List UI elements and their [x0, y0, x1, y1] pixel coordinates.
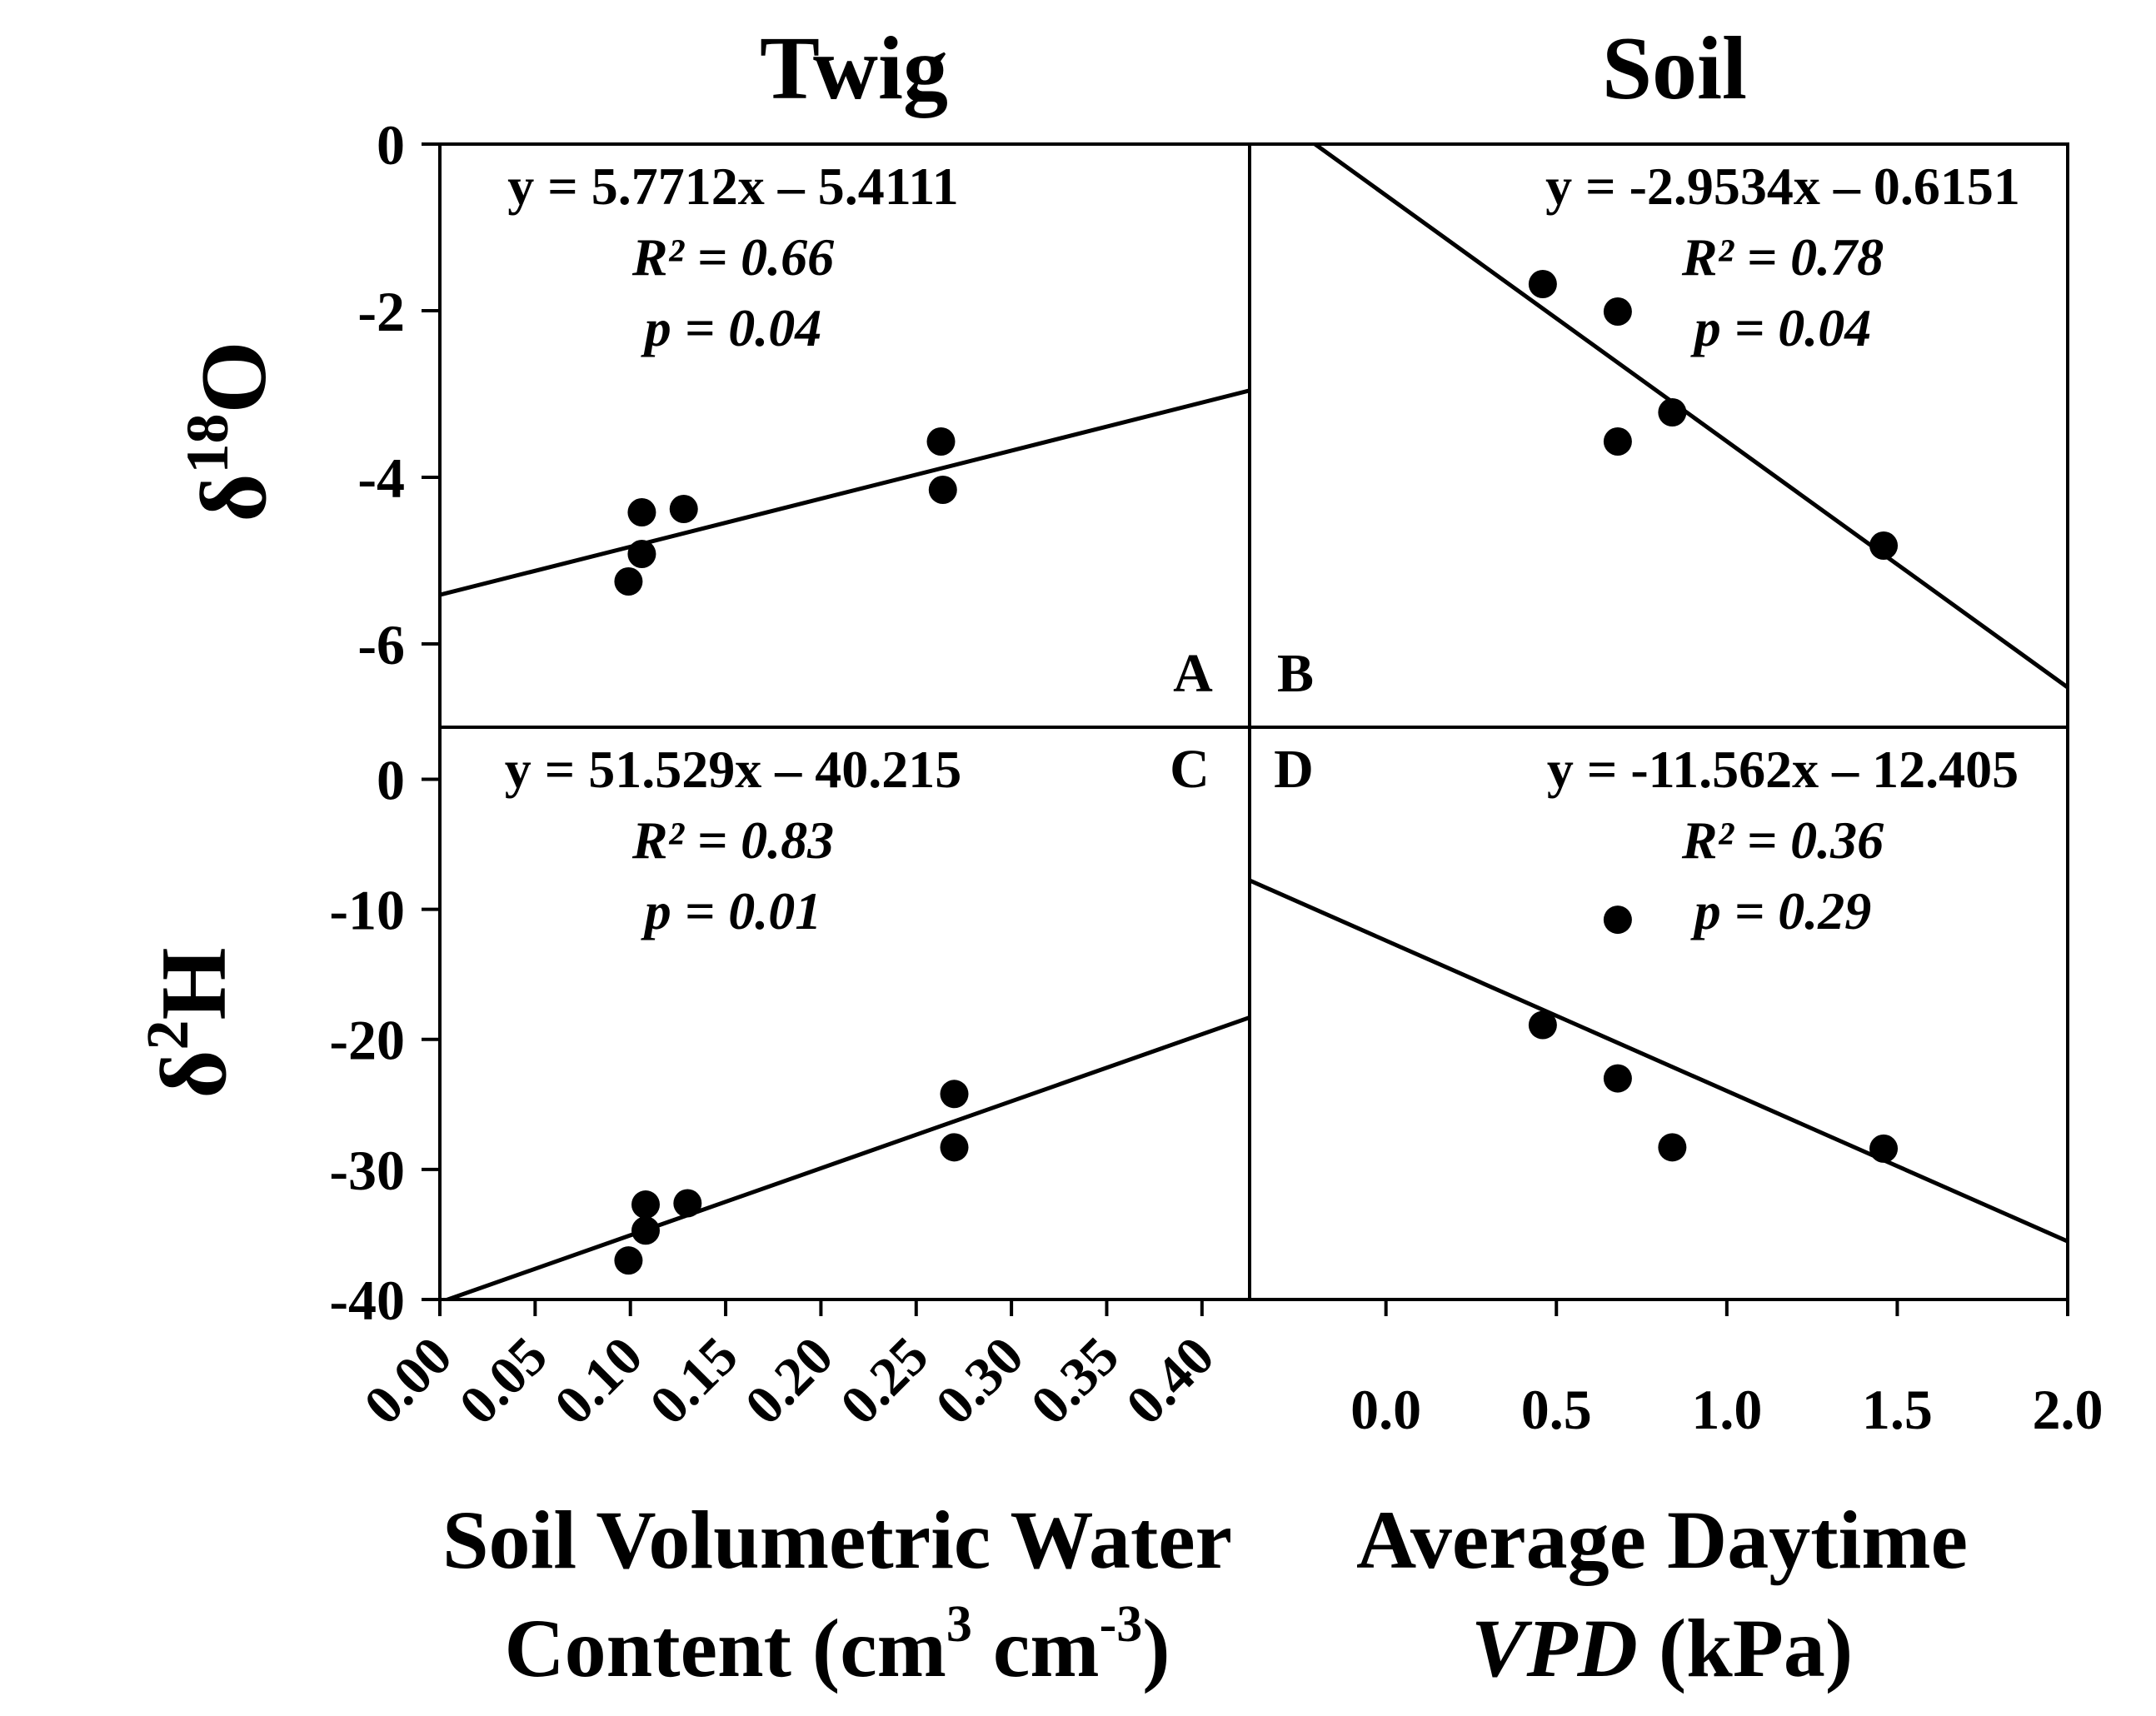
p-value-label: p = 0.29 — [1690, 881, 1871, 940]
col-title-soil: Soil — [1602, 19, 1747, 118]
data-point — [627, 540, 656, 568]
data-point — [1658, 398, 1687, 427]
regression-equation: y = 51.529x – 40.215 — [505, 740, 961, 799]
data-point — [673, 1189, 702, 1218]
panel-letter: A — [1173, 643, 1213, 704]
data-point — [928, 476, 957, 504]
data-point — [669, 495, 698, 523]
ylabel-d2h-elem: H — [142, 947, 246, 1020]
data-point — [1603, 905, 1632, 935]
data-point — [614, 567, 643, 596]
data-point — [627, 498, 656, 526]
regression-equation: y = 5.7712x – 5.4111 — [507, 157, 958, 216]
ylabel-d2h-delta: δ — [142, 1050, 246, 1098]
panel-c: 0-10-20-30-400.000.050.100.150.200.250.3… — [329, 726, 1251, 1436]
xlabel-swc-line1: Soil Volumetric Water — [442, 1494, 1232, 1586]
xtick-label: 1.0 — [1691, 1378, 1762, 1441]
ytick-label: -6 — [357, 613, 405, 676]
regression-line — [442, 1015, 1250, 1299]
data-point — [614, 1246, 643, 1275]
xtick-label: 2.0 — [2033, 1378, 2104, 1441]
xtick-label: 0.00 — [352, 1325, 463, 1436]
data-point — [940, 1080, 969, 1109]
xlabel-vpd-line2: VPD (kPa) — [1471, 1602, 1853, 1694]
r-squared-label: R² = 0.78 — [1681, 227, 1884, 287]
xtick-label: 1.5 — [1862, 1378, 1933, 1441]
xtick-label: 0.35 — [1020, 1325, 1130, 1436]
panel-d: 0.0 0.5 1.0 1.5 2.0 y = -11.562x – 12.405 R² =… — [1248, 726, 2104, 1441]
p-value-label: p = 0.01 — [641, 881, 821, 940]
panel-a: 0 -2 -4 -6 y = 5.7712x – 5.4111 R² = 0.66 p = … — [357, 113, 1251, 729]
panel-frame-a — [438, 142, 1251, 729]
xtick-label: 0.10 — [543, 1325, 654, 1436]
r-squared-label: R² = 0.36 — [1681, 811, 1884, 870]
ylabel-d18o-delta: δ — [182, 473, 286, 521]
ylabel-d2h: δ2H — [134, 947, 246, 1098]
ylabel-d18o-elem: O — [182, 341, 286, 413]
xtick-label: 0.40 — [1115, 1325, 1225, 1436]
ytick-label: -30 — [329, 1139, 405, 1202]
panel-letter: D — [1274, 739, 1314, 800]
ytick-label: -20 — [329, 1009, 405, 1072]
panel-letter: B — [1277, 643, 1314, 704]
xtick-label: 0.05 — [448, 1325, 559, 1436]
xtick-label: 0.25 — [829, 1325, 940, 1436]
data-point — [1869, 531, 1899, 560]
xlabel-swc-line2: Content (cm3 cm-3) — [504, 1596, 1170, 1694]
r-squared-label: R² = 0.83 — [631, 811, 834, 870]
ytick-label: -4 — [357, 446, 405, 510]
ytick-label: 0 — [377, 748, 405, 811]
data-point — [1528, 1010, 1557, 1040]
data-point — [1603, 427, 1632, 456]
regression-line — [1250, 878, 2068, 1244]
xlabel-vpd-ital: VPD — [1471, 1602, 1638, 1694]
data-point — [1603, 297, 1632, 326]
data-point — [940, 1133, 969, 1162]
data-point — [1528, 270, 1557, 298]
ytick-label: -40 — [329, 1269, 405, 1332]
panel-frame-c — [438, 726, 1251, 1301]
xlabel-vpd-line1: Average Daytime — [1356, 1494, 1968, 1586]
regression-equation: y = -11.562x – 12.405 — [1547, 740, 2019, 799]
ytick-label: -10 — [329, 879, 405, 942]
ytick-label: -2 — [357, 280, 405, 343]
ytick-label: 0 — [377, 113, 405, 177]
data-point — [926, 427, 956, 456]
p-value-label: p = 0.04 — [641, 298, 821, 357]
xlabel-swc-sup1: 3 — [946, 1596, 972, 1653]
r-squared-label: R² = 0.66 — [631, 227, 834, 287]
data-point — [631, 1216, 661, 1245]
panel-frame-b — [1248, 142, 2069, 729]
panel-b: y = -2.9534x – 0.6151 R² = 0.78 p = 0.04 B — [1248, 142, 2069, 729]
xtick-label: 0.15 — [638, 1325, 749, 1436]
regression-line — [1311, 144, 2068, 690]
data-point — [1869, 1134, 1899, 1163]
col-title-twig: Twig — [760, 19, 948, 118]
xtick-label: 0.5 — [1521, 1378, 1592, 1441]
xtick-label: 0.20 — [734, 1325, 845, 1436]
ylabel-d2h-sup: 2 — [134, 1020, 201, 1050]
xlabel-swc-mid: cm — [972, 1602, 1100, 1694]
ylabel-d18o-sup: 18 — [174, 413, 241, 473]
xlabel-swc-sup2: -3 — [1100, 1596, 1143, 1653]
p-value-label: p = 0.04 — [1690, 298, 1871, 357]
regression-line — [440, 388, 1250, 597]
xtick-label: 0.0 — [1350, 1378, 1421, 1441]
panel-frame-d — [1248, 726, 2069, 1301]
regression-equation: y = -2.9534x – 0.6151 — [1545, 157, 2020, 216]
xlabel-vpd-rest: (kPa) — [1638, 1602, 1853, 1694]
panel-letter: C — [1170, 739, 1210, 800]
xlabel-swc-end: ) — [1142, 1602, 1170, 1694]
data-point — [1658, 1133, 1687, 1162]
ylabel-d18o: δ18O — [174, 341, 286, 521]
data-point — [1603, 1064, 1632, 1093]
data-point — [631, 1190, 661, 1220]
xlabel-swc-pre: Content (cm — [504, 1602, 946, 1694]
xtick-label: 0.30 — [924, 1325, 1035, 1436]
